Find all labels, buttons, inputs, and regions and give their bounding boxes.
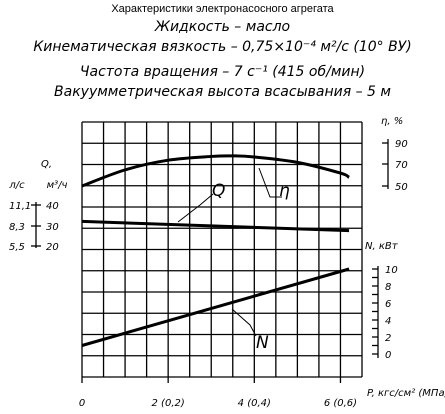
- n-tick-label: 6: [385, 299, 391, 310]
- speed-label: Частота вращения – 7 с⁻¹ (415 об/мин): [79, 64, 366, 80]
- n-tick-label: 10: [385, 265, 398, 276]
- q-leader-line: [177, 193, 214, 223]
- q-ls-axis-label: л/с: [8, 180, 25, 191]
- q-tick-label: 30: [46, 222, 59, 233]
- q-axis-label-unit: м³/ч: [47, 180, 68, 191]
- eta-leader-line: [258, 167, 282, 198]
- eta-curve-label: η: [279, 181, 290, 201]
- axes: 0 2 (0,2) 4 (0,4) 6 (0,6) P, кгс/см² (МПа) 90…: [8, 116, 445, 409]
- eta-tick-label: 70: [395, 160, 408, 171]
- q-curve-label: Q: [212, 181, 225, 201]
- n-tick-label: 8: [385, 282, 391, 293]
- q-axis-label-symbol: Q,: [41, 159, 52, 170]
- n-tick-label: 2: [385, 333, 391, 344]
- x-tick-label: 0: [79, 398, 85, 409]
- n-leader-line: [231, 308, 257, 337]
- eta-tick-label: 50: [395, 182, 408, 193]
- x-tick-label: 2 (0,2): [152, 398, 185, 409]
- q-tick-label: 20: [46, 242, 59, 253]
- q-tick-label: 40: [46, 201, 59, 212]
- suction-label: Вакуумметрическая высота всасывания – 5 …: [54, 84, 391, 100]
- n-tick-label: 0: [385, 350, 391, 361]
- eta-axis-label: η, %: [381, 116, 403, 127]
- n-tick-label: 4: [385, 316, 391, 327]
- series-line-eta: [81, 154, 350, 188]
- n-axis-label: N, кВт: [365, 241, 399, 252]
- q-ls-tick-label: 11,1: [9, 201, 31, 212]
- liquid-label: Жидкость – масло: [154, 19, 291, 35]
- x-tick-label: 6 (0,6): [324, 398, 357, 409]
- q-ls-tick-label: 8,3: [9, 222, 25, 233]
- chart-caption: Характеристики электронасосного агрегата: [111, 3, 334, 15]
- series-line-N: [81, 267, 350, 347]
- q-ls-tick-label: 5,5: [9, 242, 25, 253]
- eta-tick-label: 90: [395, 139, 408, 150]
- x-tick-label: 4 (0,4): [238, 398, 271, 409]
- viscosity-label: Кинематическая вязкость – 0,75×10⁻⁴ м²/с…: [33, 39, 412, 55]
- x-axis-label: P, кгс/см² (МПа): [367, 388, 445, 399]
- n-curve-label: N: [256, 333, 269, 353]
- grid: [81, 121, 363, 378]
- series-line-Q: [81, 219, 350, 233]
